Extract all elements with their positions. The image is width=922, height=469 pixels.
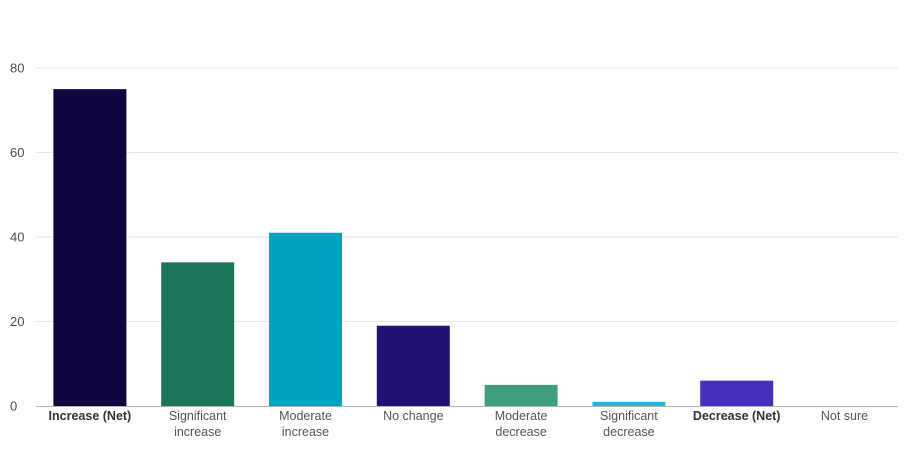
bar-increase-net [53, 89, 127, 406]
bar-no-change [376, 325, 450, 406]
grid [36, 67, 898, 322]
x-tick-label-not-sure: Not sure [821, 409, 868, 423]
y-tick-label-40: 40 [10, 230, 24, 245]
bar-moderate-increase [269, 232, 342, 406]
bar-significant-decrease [592, 401, 666, 406]
bar-significant-increase [161, 262, 235, 406]
y-tick-label-80: 80 [10, 61, 24, 76]
x-tick-label-significant-increase: Significant increase [169, 409, 227, 439]
y-tick-label-20: 20 [10, 314, 24, 329]
x-axis-tick-labels: Increase (Net) Significant increase Moderat… [49, 409, 869, 439]
y-tick-label-0: 0 [10, 399, 17, 414]
y-tick-label-60: 60 [10, 145, 24, 160]
x-tick-label-significant-decrease: Significant decrease [600, 409, 658, 439]
bar-decrease-net [700, 380, 774, 406]
y-axis-tick-labels: 0 20 40 60 80 [10, 61, 24, 414]
x-tick-label-moderate-decrease: Moderate decrease [495, 409, 548, 439]
bars [53, 89, 774, 406]
x-tick-label-increase-net: Increase (Net) [49, 409, 132, 423]
x-tick-label-decrease-net: Decrease (Net) [693, 409, 781, 423]
bar-moderate-decrease [484, 384, 558, 406]
x-tick-label-moderate-increase: Moderate increase [279, 409, 332, 439]
x-tick-label-no-change: No change [383, 409, 444, 423]
